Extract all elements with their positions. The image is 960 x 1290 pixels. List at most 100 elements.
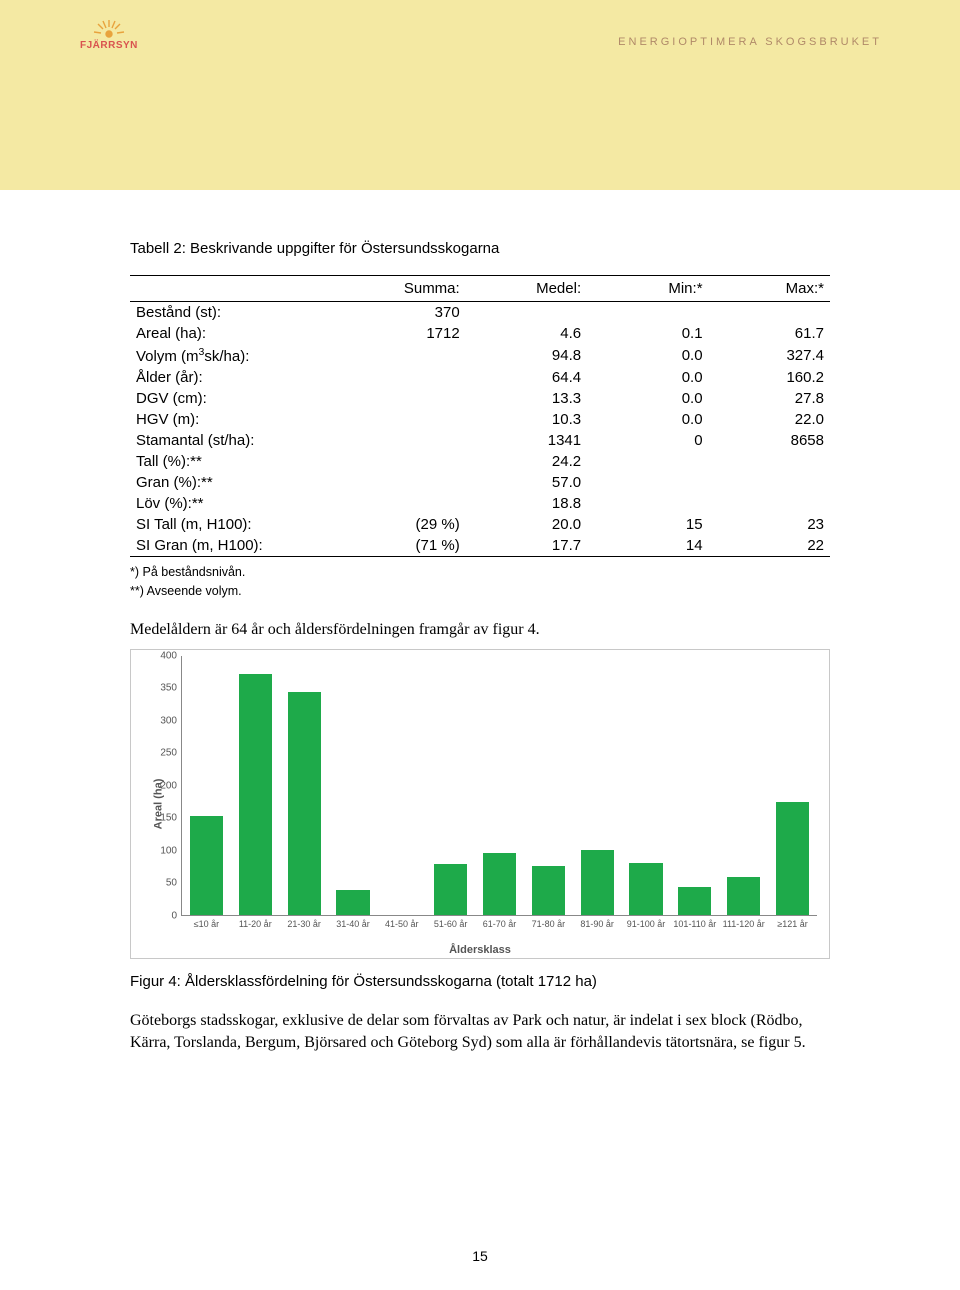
table-row: Tall (%):**24.2 [130,451,830,472]
table-cell [587,302,708,324]
table-cell: 17.7 [466,535,587,557]
table-cell: 10.3 [466,409,587,430]
bar-label: 11-20 år [239,919,272,929]
table-cell [344,472,465,493]
table-row: Ålder (år):64.40.0160.2 [130,367,830,388]
y-tick: 150 [151,813,177,824]
table-cell: 8658 [709,430,830,451]
table-row: SI Tall (m, H100):(29 %)20.01523 [130,514,830,535]
table-footnotes: *) På beståndsnivån. **) Avseende volym. [130,563,830,601]
bar [629,863,662,915]
bar [483,853,516,915]
paragraph-2: Göteborgs stadsskogar, exklusive de dela… [130,1010,830,1055]
bar [581,850,614,915]
table-cell [709,493,830,514]
table-row: DGV (cm): 13.30.027.8 [130,388,830,409]
bar [336,890,369,915]
table-cell [344,344,465,367]
table-cell: 23 [709,514,830,535]
table-cell: 14 [587,535,708,557]
table-cell: 27.8 [709,388,830,409]
paragraph-1: Medelåldern är 64 år och åldersfördelnin… [130,619,830,641]
col-summa: Summa: [344,276,465,302]
table-cell [587,451,708,472]
y-tick: 250 [151,748,177,759]
y-tick: 0 [151,910,177,921]
bar [532,866,565,915]
chart-plot-area: ≤10 år11-20 år21-30 år31-40 år41-50 år51… [181,656,817,916]
table-cell: Gran (%):** [130,472,344,493]
bar [288,692,321,915]
table-cell: HGV (m): [130,409,344,430]
bar-slot: 111-120 år [719,656,768,915]
table-cell: Bestånd (st): [130,302,344,324]
footnote-1: *) På beståndsnivån. [130,563,830,582]
table-cell: 0.0 [587,388,708,409]
col-medel: Medel: [466,276,587,302]
table-cell: (71 %) [344,535,465,557]
table-cell: 94.8 [466,344,587,367]
table-row: Bestånd (st):370 [130,302,830,324]
table-cell [587,493,708,514]
table-cell: Ålder (år): [130,367,344,388]
header-title: ENERGIOPTIMERA SKOGSBRUKET [618,36,882,48]
table-cell: 61.7 [709,323,830,344]
bar [727,877,760,915]
table-cell [344,451,465,472]
table-cell [709,302,830,324]
bar-slot: 61-70 år [475,656,524,915]
table-cell: Tall (%):** [130,451,344,472]
bar-label: 91-100 år [627,919,666,929]
bar-label: 21-30 år [287,919,321,929]
table-cell: 57.0 [466,472,587,493]
table-row: Volym (m3sk/ha):94.80.0327.4 [130,344,830,367]
table-cell: 18.8 [466,493,587,514]
table-cell: 15 [587,514,708,535]
bar-slot: 101-110 år [670,656,719,915]
bar-slot: 71-80 år [524,656,573,915]
table-cell [344,430,465,451]
bar-label: ≤10 år [194,919,219,929]
bar [239,674,272,915]
bar-slot: 81-90 år [573,656,622,915]
page-number: 15 [0,1248,960,1264]
bar [434,864,467,915]
table-row: Areal (ha):17124.60.161.7 [130,323,830,344]
top-banner: FJÄRRSYN ENERGIOPTIMERA SKOGSBRUKET [0,0,960,190]
table-title: Tabell 2: Beskrivande uppgifter för Öste… [130,240,830,257]
bar-slot: 31-40 år [329,656,378,915]
table-cell: 1712 [344,323,465,344]
table-cell: SI Gran (m, H100): [130,535,344,557]
bar [190,816,223,915]
bar [678,887,711,915]
bar-slot: 41-50 år [377,656,426,915]
table-cell: 22.0 [709,409,830,430]
y-tick: 350 [151,683,177,694]
table-cell [587,472,708,493]
table-cell: 160.2 [709,367,830,388]
table-cell: 1341 [466,430,587,451]
table-cell: 13.3 [466,388,587,409]
table-cell: DGV (cm): [130,388,344,409]
y-tick: 300 [151,715,177,726]
bar-label: 81-90 år [580,919,614,929]
page-content: Tabell 2: Beskrivande uppgifter för Öste… [0,190,960,1055]
chart-xlabel: Åldersklass [131,944,829,956]
sun-icon [80,20,138,38]
table-cell: 4.6 [466,323,587,344]
table-cell [344,388,465,409]
bar-label: 31-40 år [336,919,370,929]
col-blank [130,276,344,302]
table-cell: Volym (m3sk/ha): [130,344,344,367]
table-cell: Stamantal (st/ha): [130,430,344,451]
bar-label: 101-110 år [673,919,716,929]
figure-caption: Figur 4: Åldersklassfördelning för Öster… [130,973,830,990]
y-tick: 50 [151,878,177,889]
table-cell: 22 [709,535,830,557]
table-cell: 20.0 [466,514,587,535]
table-row: HGV (m):10.30.022.0 [130,409,830,430]
table-cell [344,367,465,388]
footnote-2: **) Avseende volym. [130,582,830,601]
y-tick: 400 [151,650,177,661]
table-row: SI Gran (m, H100):(71 %)17.71422 [130,535,830,557]
